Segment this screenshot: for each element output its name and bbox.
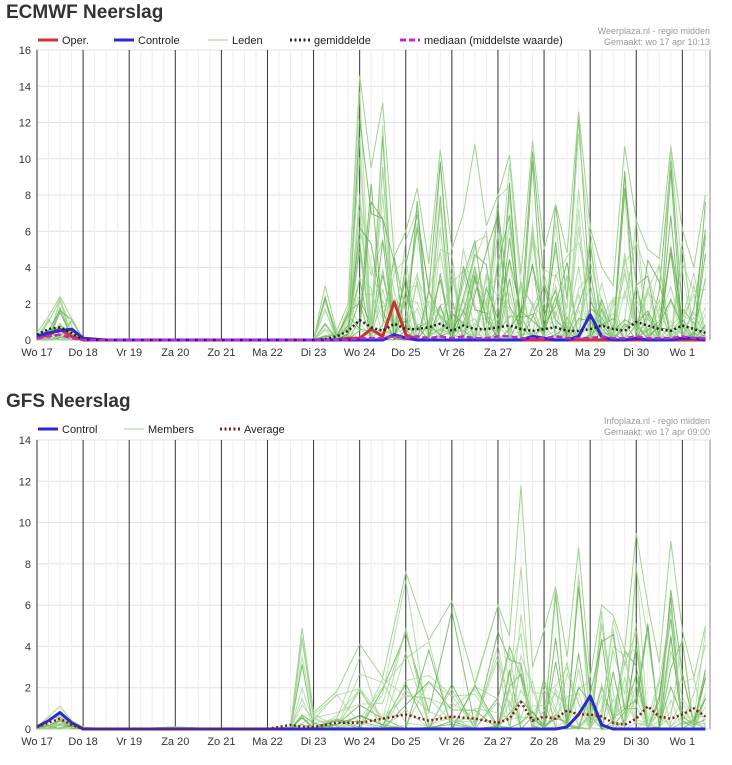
gfs-x-tick-label: Do 25 [391, 736, 420, 748]
gfs-plot-area [36, 439, 711, 730]
ecmwf-y-tick-label: 0 [25, 335, 31, 347]
gfs-x-tick-label: Zo 28 [530, 736, 558, 748]
ecmwf-x-tick-label: Ma 29 [575, 347, 606, 359]
gfs-x-tick-label: Wo 17 [21, 736, 53, 748]
ecmwf-y-tick-label: 2 [25, 299, 31, 311]
ecmwf-x-tick-label: Wo 1 [670, 347, 695, 359]
gfs-x-tick-label: Vr 26 [439, 736, 465, 748]
gfs-y-tick-label: 14 [19, 435, 31, 447]
ecmwf-y-tick-label: 4 [25, 263, 31, 275]
gfs-x-tick-label: Do 18 [68, 736, 97, 748]
gfs-x-tick-label: Za 27 [484, 736, 512, 748]
gfs-y-tick-label: 12 [19, 476, 31, 488]
ecmwf-x-tick-label: Zo 28 [530, 347, 558, 359]
ecmwf-created-line: Gemaakt: wo 17 apr 10:13 [604, 37, 710, 47]
ecmwf-x-tick-label: Za 20 [161, 347, 189, 359]
gfs-y-tick-label: 0 [25, 724, 31, 736]
ecmwf-x-tick-label: Zo 21 [207, 347, 235, 359]
gfs-y-tick-label: 4 [25, 641, 31, 653]
ecmwf-x-tick-label: Di 30 [623, 347, 649, 359]
gfs-y-tick-label: 10 [19, 518, 31, 530]
gfs-x-tick-label: Wo 24 [344, 736, 376, 748]
ecmwf-legend-label: mediaan (middelste waarde) [424, 35, 563, 47]
gfs-legend-label: Control [62, 424, 97, 436]
ecmwf-legend-label: Leden [232, 35, 263, 47]
gfs-source-line: Infoplaza.nl - regio midden [604, 416, 710, 426]
ecmwf-y-tick-label: 12 [19, 118, 31, 130]
gfs-x-tick-label: Ma 29 [575, 736, 606, 748]
gfs-x-tick-label: Zo 21 [207, 736, 235, 748]
ecmwf-x-tick-label: Vr 19 [116, 347, 142, 359]
ecmwf-x-tick-label: Di 23 [301, 347, 327, 359]
gfs-y-tick-label: 2 [25, 683, 31, 695]
ecmwf-x-tick-label: Ma 22 [252, 347, 283, 359]
ecmwf-x-tick-label: Vr 26 [439, 347, 465, 359]
gfs-chart-title: GFS Neerslag [6, 391, 131, 412]
gfs-legend-label: Average [244, 424, 285, 436]
ecmwf-x-tick-label: Wo 24 [344, 347, 376, 359]
gfs-legend-label: Members [148, 424, 194, 436]
gfs-y-tick-label: 6 [25, 600, 31, 612]
gfs-x-tick-label: Wo 1 [670, 736, 695, 748]
ecmwf-x-tick-label: Do 18 [68, 347, 97, 359]
ecmwf-y-tick-label: 16 [19, 45, 31, 57]
gfs-x-tick-label: Ma 22 [252, 736, 283, 748]
ecmwf-source-line: Weerplaza.nl - regio midden [598, 26, 710, 36]
gfs-created-line: Gemaakt: wo 17 apr 09:00 [604, 427, 710, 437]
gfs-series-control [36, 694, 706, 731]
ecmwf-y-tick-label: 10 [19, 154, 31, 166]
ecmwf-y-tick-label: 6 [25, 226, 31, 238]
ecmwf-series-mediaan-middelste-waarde [36, 333, 706, 342]
ecmwf-legend-label: Controle [138, 35, 180, 47]
ecmwf-chart: 0 2 4 6 8 10 12 14 16 Wo 17 Do 18 Vr 19 Za 20 Zo 21 Ma… [19, 26, 711, 359]
gfs-x-tick-label: Za 20 [161, 736, 189, 748]
gfs-y-tick-label: 8 [25, 559, 31, 571]
ecmwf-legend-label: gemiddelde [314, 35, 371, 47]
ecmwf-x-tick-label: Wo 17 [21, 347, 53, 359]
ecmwf-chart-title: ECMWF Neerslag [6, 2, 164, 23]
ecmwf-x-tick-label: Za 27 [484, 347, 512, 359]
ecmwf-x-tick-label: Do 25 [391, 347, 420, 359]
gfs-x-tick-label: Di 23 [301, 736, 327, 748]
ecmwf-y-tick-label: 14 [19, 81, 31, 93]
gfs-x-tick-label: Vr 19 [116, 736, 142, 748]
ecmwf-y-tick-label: 8 [25, 190, 31, 202]
gfs-x-tick-label: Di 30 [623, 736, 649, 748]
ecmwf-legend-label: Oper. [62, 35, 89, 47]
